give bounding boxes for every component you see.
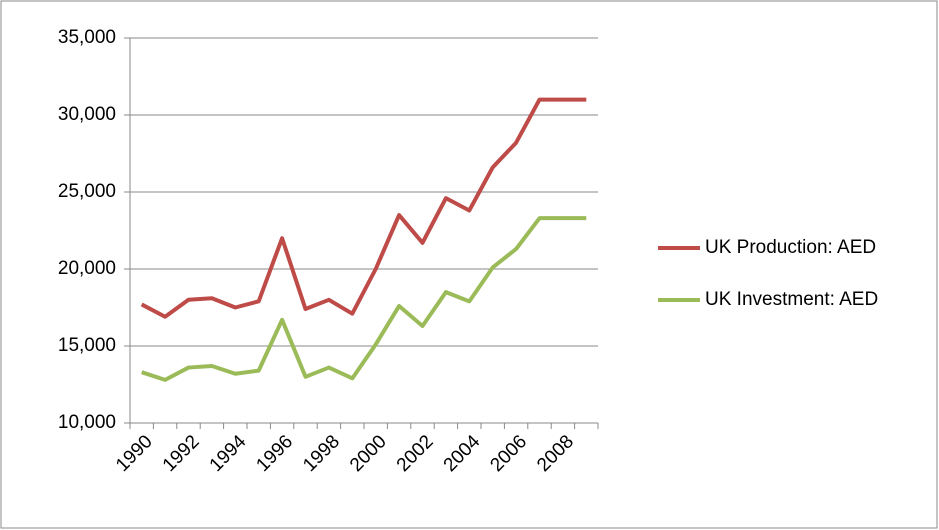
y-tick-label: 25,000: [58, 181, 116, 202]
y-tick-label: 15,000: [58, 335, 116, 356]
series-line: [140, 97, 587, 319]
y-tick-label: 10,000: [58, 412, 116, 433]
y-tick-label: 35,000: [58, 27, 116, 48]
legend-label: UK Production: AED: [705, 237, 876, 258]
y-tick-label: 20,000: [58, 258, 116, 279]
series-line: [141, 216, 587, 382]
y-tick-label: 30,000: [58, 104, 116, 125]
legend-label: UK Investment: AED: [705, 289, 878, 310]
